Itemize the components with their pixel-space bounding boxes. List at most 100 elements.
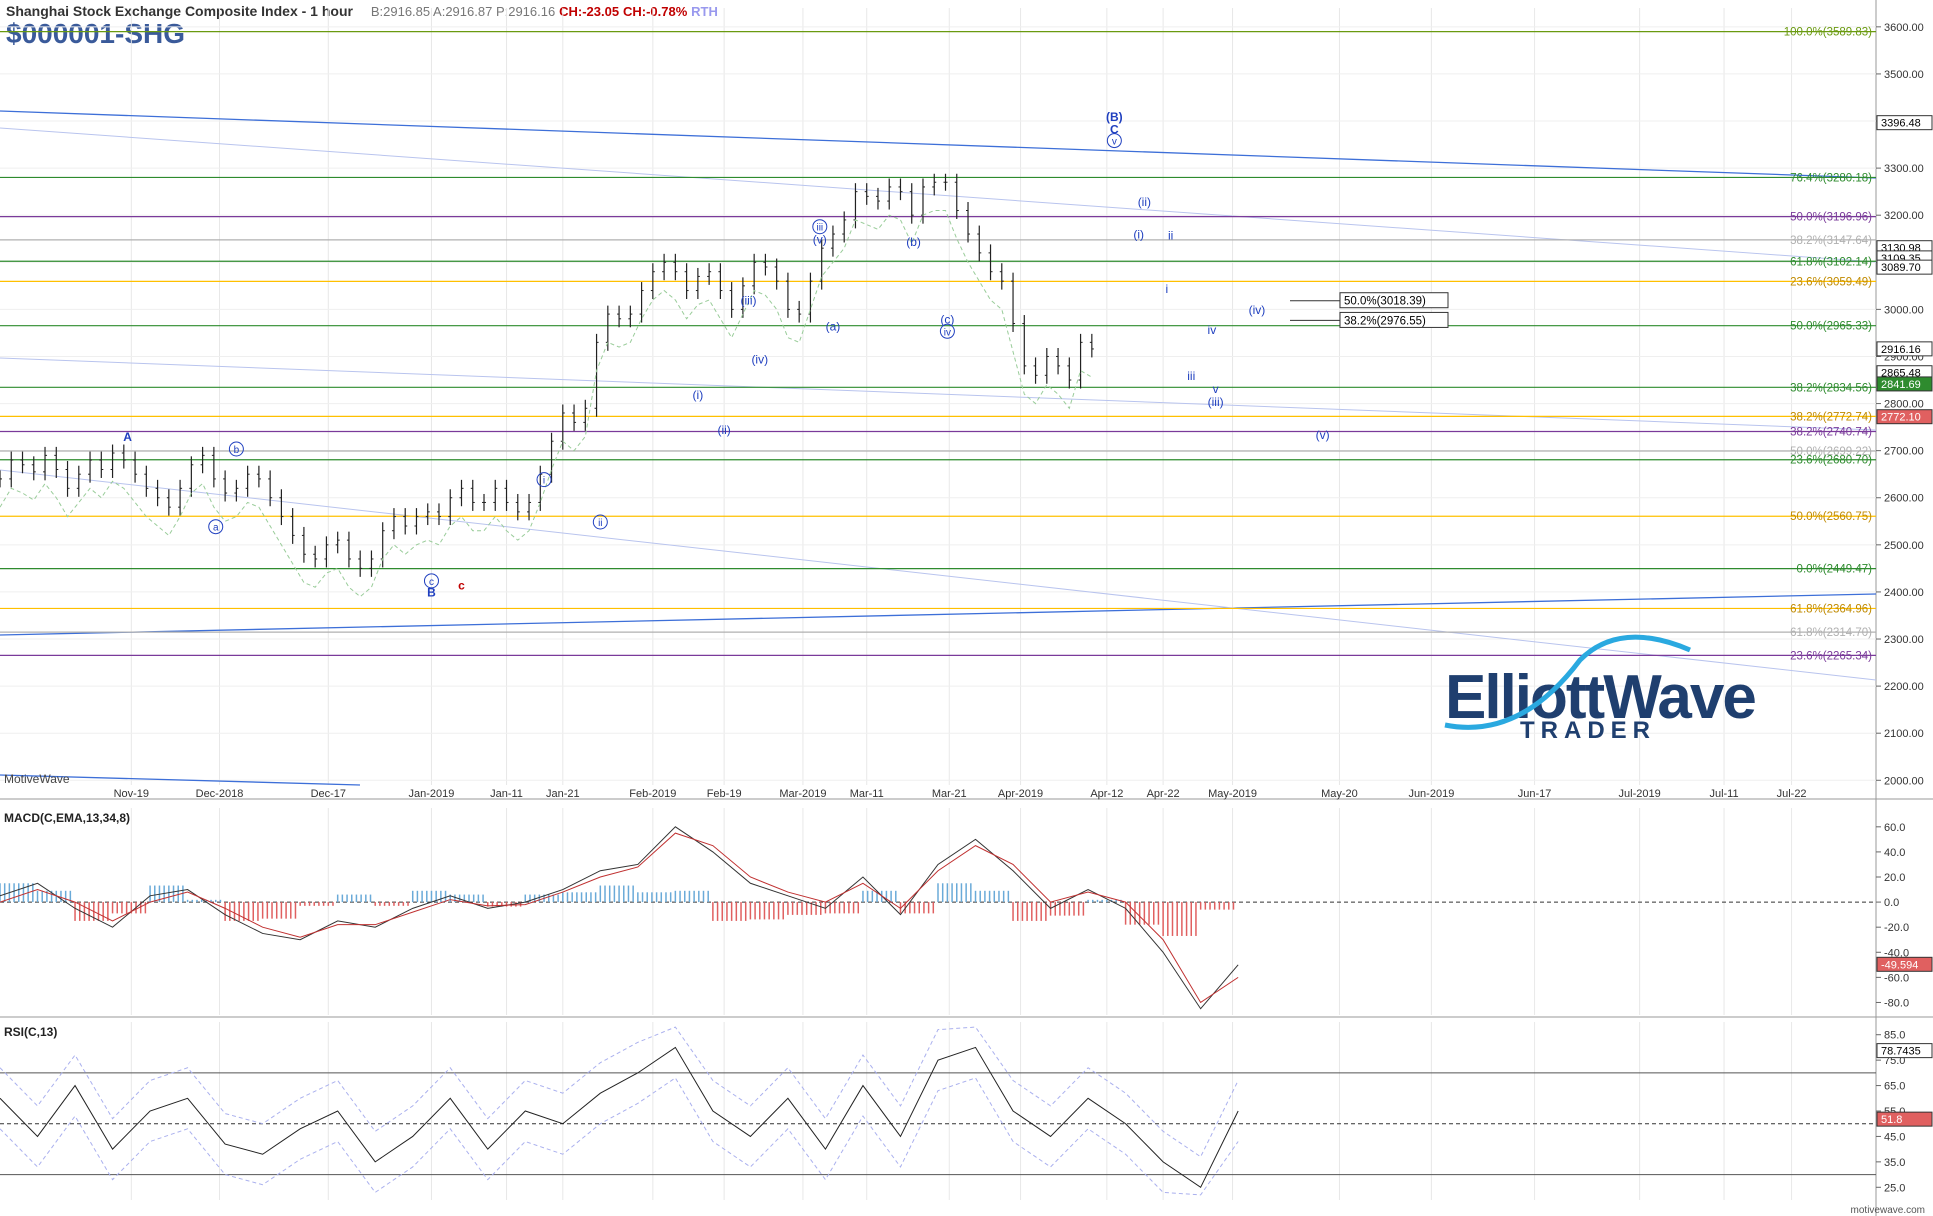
macd-tick-label: -40.0 bbox=[1884, 947, 1909, 959]
x-tick-label: Mar-21 bbox=[932, 788, 967, 800]
wave-label-circle bbox=[939, 323, 955, 339]
rsi-tick-label: 85.0 bbox=[1884, 1030, 1905, 1042]
rsi-tag: 78.7435 bbox=[1881, 1046, 1921, 1058]
fib-label: 50.0%(2965.33) bbox=[1790, 321, 1872, 333]
fib-label: 50.0%(2699.22) bbox=[1790, 446, 1872, 458]
macd-tag-box bbox=[1876, 956, 1933, 972]
trend-line bbox=[0, 110, 1877, 179]
price-tag-box bbox=[1876, 115, 1933, 131]
rsi-tick-label: 65.0 bbox=[1884, 1081, 1905, 1093]
trend-line bbox=[0, 127, 1877, 263]
wave-label: B bbox=[427, 586, 436, 600]
macd-signal bbox=[0, 832, 1239, 1004]
y-tick-label: 2400.00 bbox=[1884, 587, 1924, 599]
x-tick-label: Jan-21 bbox=[546, 788, 580, 800]
wave-label: (c) bbox=[940, 313, 954, 327]
wave-label: (v) bbox=[1316, 428, 1330, 442]
wave-label: c bbox=[429, 577, 434, 588]
y-tick-label: 2600.00 bbox=[1884, 493, 1924, 505]
y-tick-label: 3500.00 bbox=[1884, 69, 1924, 81]
rsi-tick-label: 25.0 bbox=[1884, 1182, 1905, 1194]
fib-label: 50.0%(3196.96) bbox=[1790, 212, 1872, 224]
wave-label-circle bbox=[228, 441, 244, 457]
wave-label: iii bbox=[816, 223, 823, 234]
x-tick-label: Feb-2019 bbox=[629, 788, 676, 800]
fib-label: 61.8%(3102.14) bbox=[1790, 256, 1872, 268]
x-tick-label: Nov-19 bbox=[114, 788, 149, 800]
fib-label: 23.6%(2680.70) bbox=[1790, 455, 1872, 467]
wave-label: A bbox=[123, 430, 132, 444]
x-tick-label: Jun-2019 bbox=[1408, 788, 1454, 800]
macd-tick-label: 40.0 bbox=[1884, 847, 1905, 859]
wave-label: i bbox=[543, 476, 545, 487]
chart-title: Shanghai Stock Exchange Composite Index … bbox=[6, 3, 353, 19]
wave-label: (iv) bbox=[1249, 303, 1266, 317]
wave-label: (i) bbox=[693, 388, 704, 402]
trend-line bbox=[0, 357, 1877, 431]
fib-label: 38.2%(3147.64) bbox=[1790, 235, 1872, 247]
y-tick-label: 3200.00 bbox=[1884, 210, 1924, 222]
y-tick-label: 3000.00 bbox=[1884, 304, 1924, 316]
change-value: CH:-23.05 bbox=[559, 4, 620, 19]
fib-label: 50.0%(2560.75) bbox=[1790, 511, 1872, 523]
watermark: MotiveWave bbox=[4, 772, 70, 786]
macd-tick-label: 20.0 bbox=[1884, 872, 1905, 884]
wave-label: (iv) bbox=[751, 353, 768, 367]
x-tick-label: Feb-19 bbox=[707, 788, 742, 800]
footer-credit: motivewave.com bbox=[1851, 1205, 1925, 1216]
price-tag-box bbox=[1876, 341, 1933, 357]
boxed-fib-box bbox=[1339, 292, 1449, 309]
rsi-tag: 51.8 bbox=[1881, 1114, 1902, 1126]
x-tick-label: May-2019 bbox=[1208, 788, 1257, 800]
macd-title: MACD(C,EMA,13,34,8) bbox=[4, 811, 130, 825]
macd-tick-label: -80.0 bbox=[1884, 997, 1909, 1009]
wave-label: (a) bbox=[826, 320, 841, 334]
x-tick-label: Apr-12 bbox=[1090, 788, 1123, 800]
fib-label: 38.2%(2772.74) bbox=[1790, 411, 1872, 423]
x-tick-label: Jul-11 bbox=[1709, 788, 1738, 800]
price-tag-box bbox=[1876, 376, 1933, 392]
y-tick-label: 3300.00 bbox=[1884, 163, 1924, 175]
x-tick-label: Apr-2019 bbox=[998, 788, 1043, 800]
rsi-tick-label: 35.0 bbox=[1884, 1157, 1905, 1169]
price-tag: 3396.48 bbox=[1881, 118, 1921, 130]
macd-tick-label: -60.0 bbox=[1884, 972, 1909, 984]
macd-line bbox=[0, 826, 1239, 1010]
x-tick-label: Jul-22 bbox=[1777, 788, 1807, 800]
fib-label: 76.4%(3280.18) bbox=[1790, 172, 1872, 184]
wave-label: v bbox=[1112, 137, 1117, 148]
price-tag: 2772.10 bbox=[1881, 412, 1921, 424]
x-tick-label: May-20 bbox=[1321, 788, 1358, 800]
x-tick-label: Dec-2018 bbox=[196, 788, 244, 800]
wave-label: C bbox=[1110, 122, 1119, 136]
fib-label: 0.0%(2449.47) bbox=[1797, 564, 1873, 576]
macd-tick-label: -20.0 bbox=[1884, 922, 1909, 934]
price-axis-bg bbox=[1876, 0, 1933, 1216]
wave-label: (B) bbox=[1106, 110, 1123, 124]
fib-label: 23.6%(2265.34) bbox=[1790, 650, 1872, 662]
trend-line bbox=[0, 593, 1877, 636]
price-tag-box bbox=[1876, 409, 1933, 425]
wave-label-circle bbox=[208, 519, 224, 535]
price-tag: 3089.70 bbox=[1881, 262, 1921, 274]
y-tick-label: 2300.00 bbox=[1884, 634, 1924, 646]
wave-label: (iii) bbox=[741, 294, 757, 308]
wave-label: c bbox=[458, 579, 465, 593]
rsi-line bbox=[0, 1046, 1239, 1189]
wave-label: a bbox=[213, 523, 219, 534]
y-tick-label: 2700.00 bbox=[1884, 446, 1924, 458]
wave-label: v bbox=[1213, 382, 1219, 396]
session-label: RTH bbox=[691, 4, 718, 19]
change-pct: CH:-0.78% bbox=[622, 4, 688, 19]
wave-label: i bbox=[1166, 282, 1169, 296]
wave-label: (iii) bbox=[1208, 395, 1224, 409]
y-tick-label: 3600.00 bbox=[1884, 22, 1924, 34]
boxed-fib-label: 50.0%(3018.39) bbox=[1344, 296, 1426, 308]
fib-label: 61.8%(2314.70) bbox=[1790, 627, 1872, 639]
y-tick-label: 2200.00 bbox=[1884, 681, 1924, 693]
bid-ask-price: B:2916.85 A:2916.87 P:2916.16 bbox=[370, 4, 556, 19]
wave-label: ii bbox=[1168, 229, 1173, 243]
x-tick-label: Jul-2019 bbox=[1619, 788, 1661, 800]
